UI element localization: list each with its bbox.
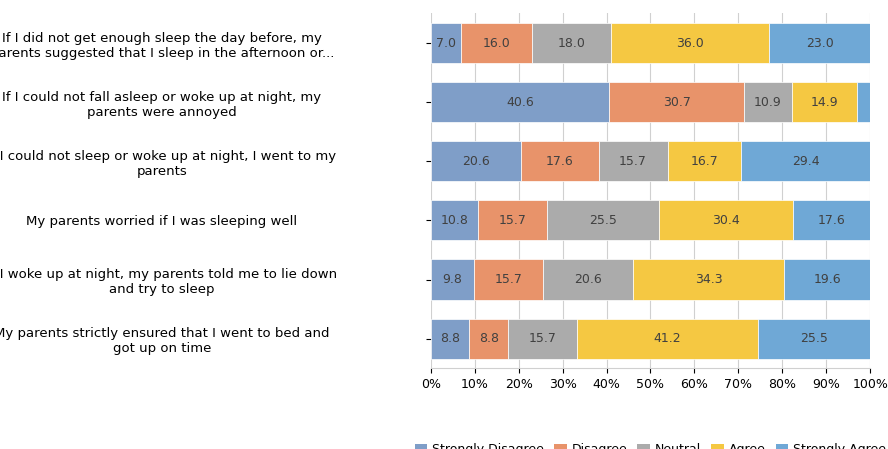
Bar [478,200,547,241]
Bar [431,82,609,122]
Text: 29.4: 29.4 [792,155,820,168]
Text: 8.8: 8.8 [440,332,460,345]
Text: 15.7: 15.7 [619,155,647,168]
Text: 10.8: 10.8 [440,214,468,227]
Bar [508,318,577,359]
Bar [577,318,758,359]
Bar [532,23,611,63]
Bar [858,82,870,122]
Text: 17.6: 17.6 [818,214,845,227]
Text: 20.6: 20.6 [462,155,490,168]
Text: 34.3: 34.3 [695,273,723,286]
Text: 25.5: 25.5 [590,214,617,227]
Bar [633,260,784,299]
Text: 15.7: 15.7 [528,332,557,345]
Text: 15.7: 15.7 [499,214,527,227]
Bar [431,23,462,63]
Bar [470,318,508,359]
Bar [741,141,870,181]
Bar [431,200,478,241]
Text: 40.6: 40.6 [506,96,534,109]
Text: 10.9: 10.9 [754,96,782,109]
Text: 30.4: 30.4 [712,214,740,227]
Text: 9.8: 9.8 [442,273,462,286]
Text: 16.7: 16.7 [691,155,718,168]
Text: 23.0: 23.0 [805,36,834,49]
Bar [611,23,769,63]
Text: 18.0: 18.0 [558,36,585,49]
Text: 16.0: 16.0 [483,36,511,49]
Text: 41.2: 41.2 [654,332,681,345]
Bar [659,200,793,241]
Bar [609,82,744,122]
Text: 19.6: 19.6 [813,273,841,286]
Bar [543,260,633,299]
Bar [792,82,858,122]
Text: 36.0: 36.0 [676,36,704,49]
Bar [744,82,792,122]
Bar [758,318,870,359]
Text: 8.8: 8.8 [479,332,499,345]
Text: 30.7: 30.7 [662,96,691,109]
Text: 17.6: 17.6 [546,155,574,168]
Bar [784,260,870,299]
Legend: Strongly Disagree, Disagree, Neutral, Agree, Strongly Agree: Strongly Disagree, Disagree, Neutral, Ag… [410,438,888,449]
Text: 7.0: 7.0 [436,36,456,49]
Bar [462,23,532,63]
Text: 20.6: 20.6 [575,273,602,286]
Text: 14.9: 14.9 [811,96,838,109]
Bar [431,318,470,359]
Bar [599,141,668,181]
Bar [431,260,474,299]
Bar [769,23,870,63]
Bar [547,200,659,241]
Bar [431,141,521,181]
Bar [474,260,543,299]
Text: 15.7: 15.7 [495,273,522,286]
Bar [521,141,599,181]
Text: 25.5: 25.5 [800,332,829,345]
Bar [793,200,870,241]
Bar [668,141,741,181]
